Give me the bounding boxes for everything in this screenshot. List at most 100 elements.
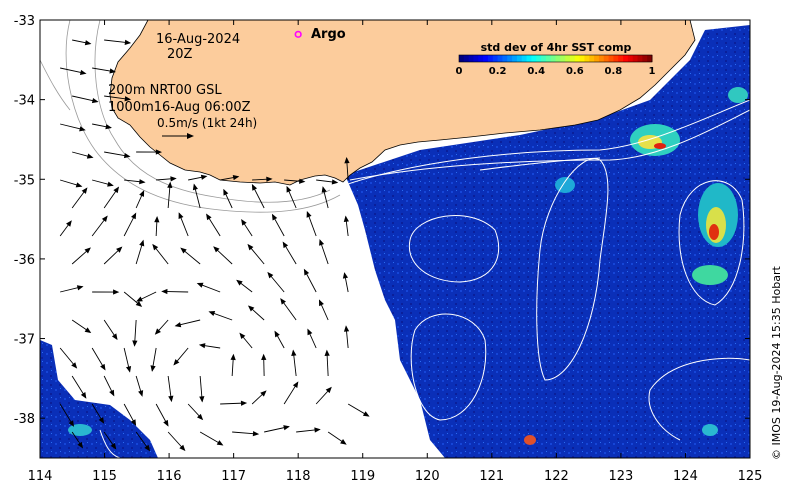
x-tick-label: 116 [157, 469, 182, 484]
y-axis: -33 -34 -35 -36 -37 -38 [14, 14, 750, 427]
x-tick-label: 115 [92, 469, 117, 484]
current-arrow-head [113, 186, 120, 194]
current-arrow-head [266, 176, 273, 182]
colorbar-cell [492, 55, 499, 62]
colorbar-tick-label: 0 [456, 66, 463, 77]
current-arrow-head [86, 153, 94, 159]
current-arrow-head [247, 305, 255, 312]
x-tick-label: 120 [415, 469, 440, 484]
colorbar-cell [526, 55, 532, 62]
current-arrow-head [252, 431, 260, 437]
current-arrow-head [178, 212, 184, 219]
current-arrow-head [170, 176, 177, 182]
current-arrow-head [261, 353, 267, 361]
current-arrow-head [167, 181, 173, 188]
current-arrow-head [75, 182, 83, 188]
current-arrow-head [155, 149, 163, 155]
current-arrow-head [208, 311, 216, 316]
current-arrow-head [91, 97, 99, 104]
current-arrow-head [283, 425, 290, 431]
current-arrow-head [196, 282, 204, 288]
colorbar-cell [507, 55, 513, 62]
current-arrow-head [139, 179, 146, 185]
current-arrow-head [125, 365, 132, 373]
current-arrow-head [216, 440, 224, 446]
current-arrow-head [324, 349, 330, 356]
x-tick-label: 124 [673, 469, 698, 484]
colorbar-cell [521, 55, 528, 62]
y-tick-label: -34 [14, 94, 35, 109]
current-arrow-head [192, 183, 198, 191]
current-arrow-head [109, 68, 116, 74]
current-arrow-head [101, 215, 108, 223]
colorbar-cell [569, 55, 576, 62]
current-arrow-head [71, 362, 78, 369]
current-arrow-head [107, 181, 114, 187]
colorbar-tick-label: 0.2 [489, 66, 507, 77]
colorbar-cell [584, 55, 590, 62]
current-arrow-head [123, 152, 131, 159]
time-label: 20Z [167, 47, 193, 62]
colorbar-tick-label: 0.6 [566, 66, 584, 77]
current-arrow-head [150, 365, 156, 372]
current-arrow-head [132, 340, 138, 347]
colorbar-title: std dev of 4hr SST comp [481, 41, 632, 54]
y-tick-label: -37 [14, 333, 35, 348]
current-arrow-head [318, 299, 324, 307]
colorbar-cell [627, 55, 634, 62]
current-arrow-head [239, 332, 246, 340]
current-arrow-head [130, 419, 137, 426]
colorbar-cell [555, 55, 561, 62]
x-axis: 114 115 116 117 118 119 120 121 122 123 124 125 [28, 20, 763, 484]
current-arrow-head [267, 271, 274, 279]
current-arrow-head [124, 39, 132, 45]
colorbar-cell [468, 55, 474, 62]
current-arrow-head [139, 239, 145, 247]
current-arrow-head [84, 247, 91, 254]
sst-variance-hotspots [68, 87, 748, 445]
argo-float-marker [294, 30, 302, 38]
colorbar-cell [579, 55, 585, 62]
colorbar-tick-label: 0.4 [527, 66, 545, 77]
colorbar-cell [642, 55, 648, 62]
x-tick-label: 121 [479, 469, 504, 484]
colorbar-cell [598, 55, 605, 62]
depth-time-label: 1000m16-Aug 06:00Z [108, 100, 251, 115]
current-arrow-head [321, 186, 327, 193]
colorbar-cell [478, 55, 484, 62]
colorbar-cell [473, 55, 479, 62]
colorbar-cell [487, 55, 494, 62]
colorbar-cell [459, 55, 465, 62]
current-arrow-head [247, 243, 254, 251]
y-tick-label: -33 [14, 14, 35, 29]
colorbar-tick-label: 0.8 [605, 66, 623, 77]
current-arrow-head [113, 289, 120, 295]
current-arrow-head [105, 124, 112, 130]
colorbar: std dev of 4hr SST comp 0 0.2 0.4 0.6 0.8 1 [456, 41, 656, 77]
current-arrow-head [240, 400, 248, 406]
x-tick-label: 125 [738, 469, 763, 484]
current-arrow-head [100, 363, 106, 371]
x-tick-label: 119 [350, 469, 375, 484]
sst-contours [99, 99, 750, 458]
current-arrow-head [343, 325, 350, 332]
current-arrow-head [161, 288, 168, 295]
colorbar-cell [483, 55, 489, 62]
current-arrow-head [84, 327, 92, 334]
current-arrow-head [116, 246, 123, 253]
current-arrow-head [109, 389, 115, 397]
current-arrow-head [206, 213, 212, 221]
colorbar-cell [502, 55, 508, 62]
colorbar-cell [545, 55, 552, 62]
current-arrow-head [138, 390, 144, 397]
colorbar-tick-label: 1 [649, 66, 656, 77]
y-tick-label: -36 [14, 253, 35, 268]
current-arrow-head [314, 427, 321, 433]
x-tick-label: 117 [221, 469, 246, 484]
current-arrow-head [241, 218, 247, 226]
colorbar-cell [594, 55, 600, 62]
current-arrow-head [223, 188, 229, 196]
colorbar-cell [618, 55, 624, 62]
colorbar-cell [550, 55, 556, 62]
colorbar-cell [560, 55, 566, 62]
